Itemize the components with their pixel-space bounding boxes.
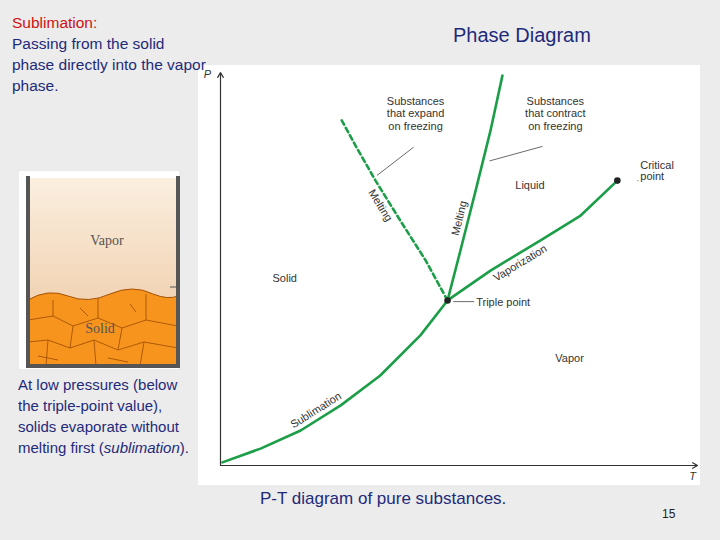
svg-text:Substancesthat expandon freezi: Substancesthat expandon freezing — [387, 95, 445, 132]
svg-text:Triple point: Triple point — [476, 296, 530, 308]
html-text:P-T diagram of pure substances: P-T diagram of pure substances. — [260, 489, 507, 508]
svg-text:P: P — [204, 68, 212, 80]
svg-text:Vaporization: Vaporization — [491, 242, 549, 283]
html-text:Phase Diagram: Phase Diagram — [453, 24, 591, 46]
svg-text:T: T — [689, 470, 697, 482]
svg-text:Melting: Melting — [449, 199, 469, 236]
svg-text:Solid: Solid — [85, 321, 115, 336]
html-text:Passing from the solid phase d: Passing from the solid phase directly in… — [12, 35, 206, 94]
svg-text:Sublimation: Sublimation — [288, 390, 343, 431]
svg-text:Vapor: Vapor — [555, 352, 584, 364]
svg-text:Melting: Melting — [366, 187, 395, 223]
svg-text:Substancesthat contracton free: Substancesthat contracton freezing — [525, 95, 586, 132]
svg-text:Liquid: Liquid — [515, 179, 544, 191]
svg-text:Criticalpoint: Criticalpoint — [640, 159, 674, 182]
html-text:Sublimation:: Sublimation: — [12, 14, 98, 31]
html-text:At low pressures (below the tr: At low pressures (below the triple-point… — [18, 376, 189, 456]
svg-text:Vapor: Vapor — [90, 233, 124, 248]
svg-text:Solid: Solid — [272, 272, 296, 284]
html-text:15: 15 — [662, 507, 676, 521]
